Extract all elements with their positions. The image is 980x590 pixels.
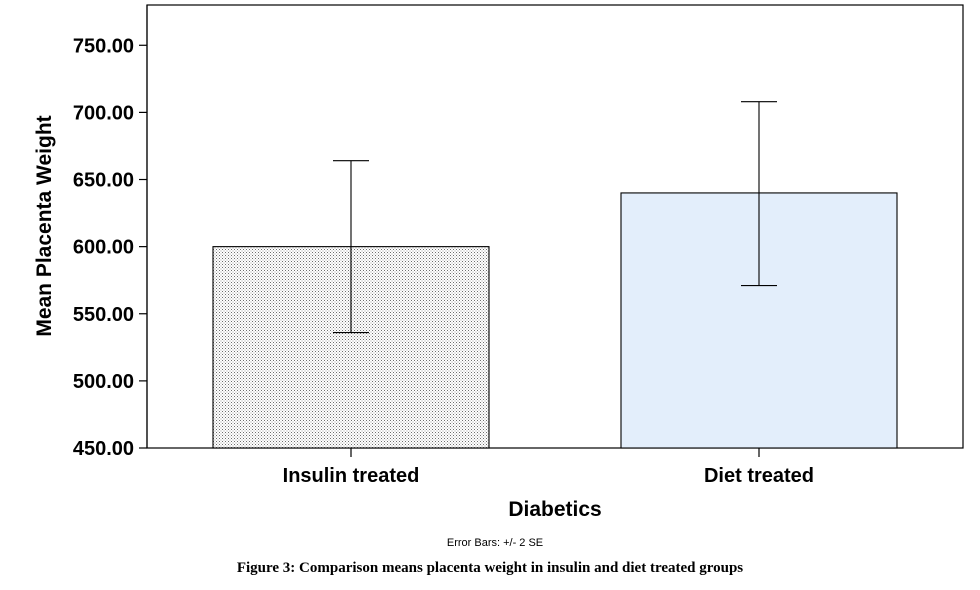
x-category-label: Diet treated: [704, 465, 814, 487]
y-tick-label: 750.00: [73, 35, 134, 57]
y-tick-label: 600.00: [73, 237, 134, 259]
x-axis: Insulin treated Diet treated: [283, 448, 814, 487]
y-axis-title: Mean Placenta Weight: [33, 115, 56, 336]
y-tick-label: 450.00: [73, 438, 134, 460]
y-tick-label: 650.00: [73, 170, 134, 192]
error-bars-group: [333, 101, 777, 334]
bar-insulin-treated: [212, 246, 490, 449]
y-tick-label: 500.00: [73, 371, 134, 393]
y-tick-label: 700.00: [73, 102, 134, 124]
y-axis: 450.00 500.00 550.00 600.00 650.00 700.00 750.…: [73, 5, 148, 460]
x-category-label: Insulin treated: [283, 465, 420, 487]
y-tick-label: 550.00: [73, 304, 134, 326]
bars-group: [212, 192, 898, 449]
x-axis-title: Diabetics: [508, 498, 601, 521]
error-bar-note: Error Bars: +/- 2 SE: [447, 537, 543, 549]
figure-caption: Figure 3: Comparison means placenta weig…: [236, 560, 744, 576]
